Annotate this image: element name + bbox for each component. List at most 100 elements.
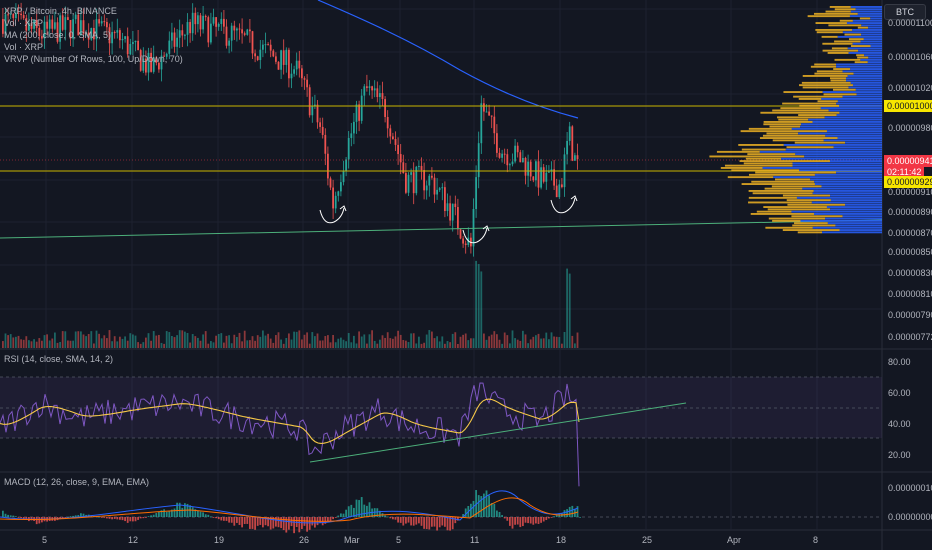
macd-legend[interactable]: MACD (12, 26, close, 9, EMA, EMA) — [4, 477, 150, 487]
volume-bar — [85, 336, 87, 348]
candle-body — [441, 187, 444, 189]
macd-histogram-bar — [116, 517, 119, 520]
candle-body — [103, 21, 106, 23]
macd-histogram-bar — [475, 490, 477, 517]
volume-bar — [353, 335, 355, 348]
candle-body — [503, 153, 506, 155]
macd-histogram-bar — [204, 514, 207, 517]
macd-histogram-bar — [17, 517, 20, 518]
macd-histogram-bar — [332, 517, 334, 520]
candle-body — [113, 32, 116, 34]
ma-200-line — [317, 0, 579, 119]
vrvp-row-down — [759, 137, 838, 139]
macd-histogram-bar — [15, 516, 17, 518]
macd-histogram-bar — [259, 517, 262, 525]
legend-indicator-vol-2[interactable]: Vol · XRP — [4, 42, 44, 52]
volume-bar — [28, 340, 30, 348]
candle-body — [516, 145, 519, 153]
vrvp-row-down — [823, 93, 857, 96]
macd-histogram-bar — [470, 503, 472, 517]
vrvp-row-up — [783, 144, 882, 146]
candle-body — [142, 58, 145, 71]
macd-histogram-bar — [236, 517, 238, 523]
vrvp-row-up — [796, 196, 882, 199]
vrvp-row-up — [850, 68, 882, 70]
vrvp-row-down — [741, 183, 815, 185]
volume-bar — [20, 339, 22, 348]
candle-body — [360, 95, 363, 121]
volume-bar — [272, 342, 275, 348]
vrvp-row-up — [867, 61, 882, 64]
candle-body — [15, 12, 17, 19]
macd-histogram-bar — [340, 513, 342, 517]
candle-body — [350, 133, 353, 138]
volume-bar — [449, 342, 451, 348]
macd-histogram-bar — [282, 517, 285, 531]
candle-body — [277, 61, 280, 70]
candle-body — [251, 31, 254, 54]
candle-body — [329, 178, 332, 188]
legend-indicator-vol[interactable]: Vol · XRP — [4, 18, 44, 28]
vrvp-row-down — [776, 116, 825, 119]
macd-histogram-bar — [241, 517, 243, 528]
candle-body — [217, 23, 220, 27]
vrvp-row-down — [825, 10, 851, 13]
legend-indicator-vrvp[interactable]: VRVP (Number Of Rows, 100, Up/Down, 70) — [4, 54, 183, 64]
legend-title[interactable]: XRP / Bitcoin, 4h, BINANCE — [4, 6, 117, 16]
macd-histogram-bar — [355, 499, 358, 517]
vrvp-row-up — [863, 38, 882, 41]
vrvp-row-down — [797, 231, 823, 234]
vrvp-row-up — [762, 167, 882, 169]
candle-body — [54, 22, 56, 29]
volume-bar — [108, 330, 111, 348]
vrvp-row-up — [799, 169, 882, 172]
macd-histogram-bar — [306, 517, 308, 532]
vrvp-row-down — [834, 58, 861, 61]
volume-bar — [522, 330, 524, 348]
candle-body — [451, 203, 454, 221]
candle-body — [436, 189, 438, 195]
legend-indicator-ma[interactable]: MA (200, close, 0, SMA, 5) — [4, 30, 112, 40]
currency-button[interactable]: BTC — [884, 4, 926, 20]
macd-histogram-bar — [147, 516, 150, 518]
vrvp-row-down — [786, 146, 834, 149]
vrvp-row-down — [799, 104, 840, 107]
vrvp-row-up — [836, 63, 882, 66]
candle-body — [160, 55, 163, 70]
macd-histogram-bar — [366, 505, 368, 517]
rsi-legend[interactable]: RSI (14, close, SMA, 14, 2) — [4, 354, 114, 364]
vrvp-row-up — [847, 75, 882, 77]
macd-histogram-bar — [503, 517, 506, 519]
volume-bar — [386, 332, 389, 348]
volume-bar — [280, 339, 282, 348]
volume-bar — [314, 336, 316, 348]
macd-histogram-bar — [74, 515, 77, 517]
volume-bar — [15, 336, 17, 348]
vrvp-row-down — [810, 65, 837, 68]
volume-bar — [576, 332, 579, 348]
candle-body — [100, 21, 103, 24]
macd-histogram-bar — [298, 517, 301, 533]
candle-body — [477, 143, 480, 178]
candle-body — [106, 21, 108, 28]
vrvp-row-up — [823, 139, 882, 142]
macd-histogram-bar — [483, 493, 485, 517]
volume-bar — [488, 336, 490, 348]
volume-bar — [199, 340, 202, 348]
candle-body — [485, 111, 488, 113]
candle-body — [480, 103, 483, 144]
macd-histogram-bar — [168, 510, 171, 517]
candle-body — [28, 23, 30, 31]
vrvp-row-up — [791, 210, 882, 213]
candle-body — [340, 182, 342, 192]
macd-histogram-bar — [527, 517, 529, 524]
vrvp-row-down — [844, 33, 862, 36]
macd-histogram-bar — [327, 517, 329, 522]
macd-histogram-bar — [412, 517, 415, 526]
candle-body — [303, 78, 306, 80]
volume-bar — [438, 341, 441, 348]
volume-bar — [532, 336, 535, 348]
volume-bar — [428, 330, 431, 348]
macd-histogram-bar — [212, 517, 215, 518]
